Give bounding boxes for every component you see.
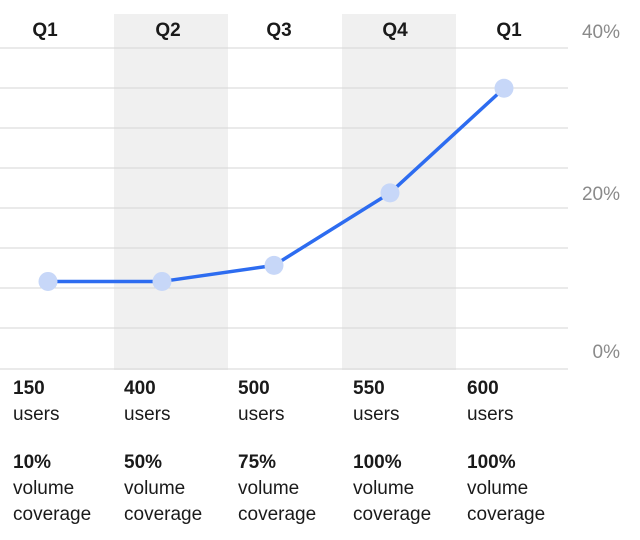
users-label: users	[467, 404, 514, 425]
category-label: Q1	[32, 20, 58, 41]
coverage-percent: 10%	[13, 452, 52, 473]
coverage-label-line1: volume	[467, 478, 529, 499]
users-count: 550	[353, 378, 385, 399]
data-point	[152, 271, 172, 291]
users-label: users	[353, 404, 400, 425]
category-labels: Q1 Q2 Q3 Q4 Q1	[32, 20, 522, 41]
users-label: users	[124, 404, 171, 425]
stat-column-4: 550 users 100% volume coverage	[353, 376, 431, 528]
coverage-percent: 100%	[353, 452, 402, 473]
data-point	[38, 271, 58, 291]
users-count: 400	[124, 378, 156, 399]
y-tick-label: 20%	[582, 184, 620, 205]
users-count: 150	[13, 378, 45, 399]
data-points	[38, 78, 514, 291]
stat-column-5: 600 users 100% volume coverage	[467, 376, 545, 528]
category-label: Q4	[382, 20, 408, 41]
column-shading	[114, 14, 456, 370]
users-label: users	[238, 404, 285, 425]
grid-lines	[0, 47, 568, 370]
stat-column-3: 500 users 75% volume coverage	[238, 376, 316, 528]
line-chart: Q1 Q2 Q3 Q4 Q1 40% 20% 0%	[0, 14, 620, 370]
y-tick-label: 40%	[582, 22, 620, 43]
data-point	[264, 255, 284, 275]
category-label: Q3	[266, 20, 291, 41]
coverage-label-line1: volume	[353, 478, 415, 499]
data-point	[494, 78, 514, 98]
column-shade-2	[114, 14, 228, 370]
stat-column-1: 150 users 10% volume coverage	[13, 376, 91, 528]
coverage-percent: 75%	[238, 452, 277, 473]
users-label: users	[13, 404, 60, 425]
coverage-percent: 50%	[124, 452, 163, 473]
category-label: Q1	[496, 20, 522, 41]
coverage-label-line1: volume	[238, 478, 300, 499]
coverage-label-line2: coverage	[124, 504, 203, 525]
coverage-label-line1: volume	[124, 478, 186, 499]
coverage-label-line1: volume	[13, 478, 75, 499]
coverage-label-line2: coverage	[467, 504, 546, 525]
data-point	[380, 183, 400, 203]
users-count: 500	[238, 378, 270, 399]
coverage-label-line2: coverage	[238, 504, 317, 525]
coverage-label-line2: coverage	[13, 504, 92, 525]
y-axis-labels: 40% 20% 0%	[582, 22, 620, 363]
coverage-label-line2: coverage	[353, 504, 432, 525]
stat-column-2: 400 users 50% volume coverage	[124, 376, 202, 528]
coverage-percent: 100%	[467, 452, 516, 473]
users-count: 600	[467, 378, 499, 399]
y-tick-label: 0%	[593, 342, 621, 363]
category-label: Q2	[155, 20, 180, 41]
